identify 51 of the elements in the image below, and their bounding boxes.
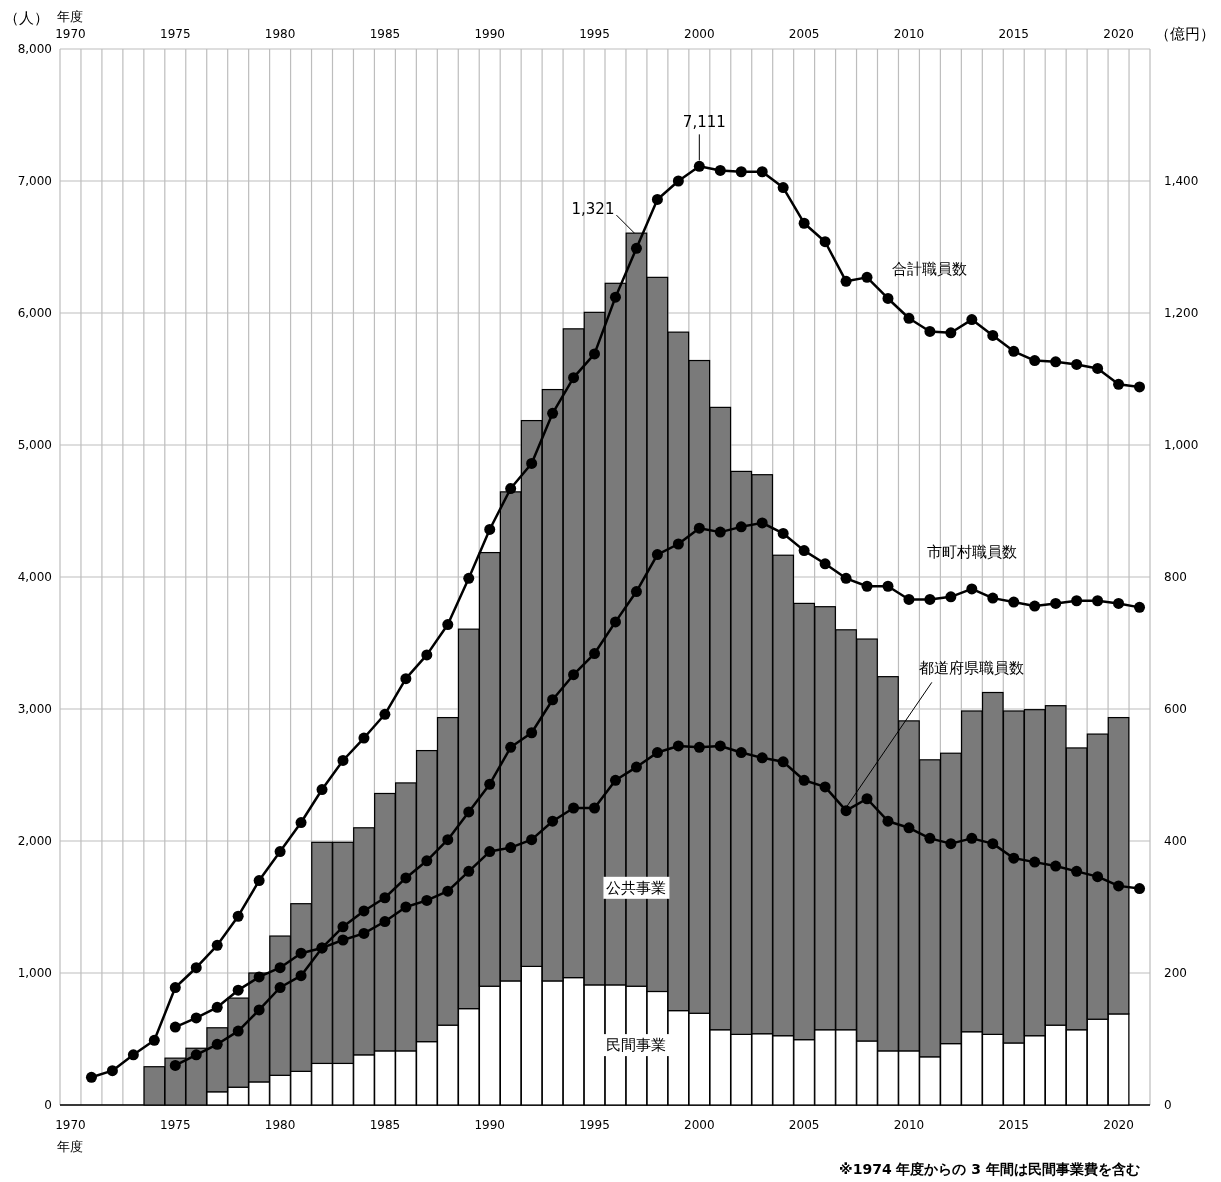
category-label: 2000 xyxy=(684,1117,715,1132)
y-tick-label: 8,000 xyxy=(17,41,52,56)
y2-tick-label: 1,200 xyxy=(1164,305,1199,320)
x-tick-label: 1975 xyxy=(160,26,191,41)
y2-tick-label: 200 xyxy=(1164,965,1187,980)
x-tick-label: 2005 xyxy=(788,26,820,41)
y-tick-label: 3,000 xyxy=(17,701,52,716)
text: 年度 xyxy=(57,1138,83,1154)
x-tick-label: 1985 xyxy=(369,26,401,41)
category-label: 1990 xyxy=(474,1117,505,1132)
y-tick-label: 0 xyxy=(44,1097,52,1112)
x-tick-label: 2015 xyxy=(998,26,1030,41)
category-label: 2020 xyxy=(1103,1117,1134,1132)
category-label: 1995 xyxy=(579,1117,610,1132)
y-tick-label: 1,000 xyxy=(17,965,52,980)
text: ※1974 年度からの 3 年間は民間事業費を含む xyxy=(839,1161,1140,1177)
y-tick-label: 6,000 xyxy=(17,305,52,320)
category-label: 1980 xyxy=(264,1117,296,1132)
y2-tick-label: 1,400 xyxy=(1164,173,1199,188)
y2-tick-label: 0 xyxy=(1164,1097,1172,1112)
y-tick-label: 4,000 xyxy=(17,569,52,584)
x-axis-title: 年度 xyxy=(57,8,83,24)
y-axis-title: （人） xyxy=(4,8,49,27)
series-name: 公共事業 xyxy=(606,878,667,897)
x-tick-label: 1970 xyxy=(55,26,86,41)
x-tick-label: 2010 xyxy=(893,26,925,41)
category-label: 1970 xyxy=(55,1117,86,1132)
x-tick-label: 2000 xyxy=(684,26,715,41)
y2-tick-label: 800 xyxy=(1164,569,1187,584)
y2-tick-label: 400 xyxy=(1164,833,1187,848)
y2-tick-label: 1,000 xyxy=(1164,437,1199,452)
y-tick-label: 7,000 xyxy=(17,173,52,188)
y-tick-label: 2,000 xyxy=(17,833,52,848)
series-name: 民間事業 xyxy=(606,1036,667,1055)
data-label: 7,111 xyxy=(682,112,726,131)
x-tick-label: 1980 xyxy=(264,26,296,41)
series-name: 合計職員数 xyxy=(892,260,968,278)
y2-tick-label: 600 xyxy=(1164,701,1187,716)
series-name: 都道府県職員数 xyxy=(919,658,1025,677)
x-tick-label: 1990 xyxy=(474,26,505,41)
series-name: 市町村職員数 xyxy=(926,543,1017,562)
category-label: 2015 xyxy=(998,1117,1030,1132)
x-tick-label: 2020 xyxy=(1103,26,1134,41)
y-tick-label: 5,000 xyxy=(17,437,52,452)
category-label: 2010 xyxy=(893,1117,925,1132)
y2-axis-title: （億円） xyxy=(1155,24,1215,43)
total-label: 1,321 xyxy=(571,199,615,218)
category-label: 1975 xyxy=(160,1117,191,1132)
category-label: 1985 xyxy=(369,1117,401,1132)
category-label: 2005 xyxy=(788,1117,820,1132)
x-tick-label: 1995 xyxy=(579,26,610,41)
